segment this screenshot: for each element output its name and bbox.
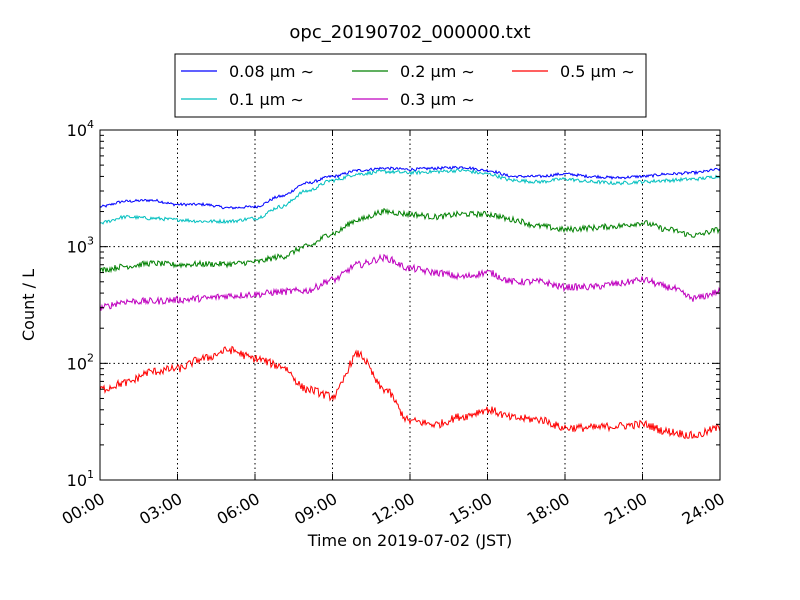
legend-label: 0.1 μm ∼ bbox=[229, 90, 304, 109]
legend-label: 0.2 μm ∼ bbox=[400, 62, 475, 81]
series-lines bbox=[99, 165, 721, 440]
series-line-1 bbox=[99, 168, 721, 225]
y-tick-label: 101 bbox=[67, 468, 94, 490]
y-tick-label: 102 bbox=[67, 351, 94, 373]
chart-title: opc_20190702_000000.txt bbox=[289, 22, 530, 43]
legend-label: 0.5 μm ∼ bbox=[560, 62, 635, 81]
legend-label: 0.3 μm ∼ bbox=[400, 90, 475, 109]
series-line-2 bbox=[99, 207, 721, 274]
y-tick-label: 103 bbox=[67, 235, 94, 257]
y-tick-label: 104 bbox=[67, 118, 94, 140]
x-axis-label: Time on 2019-07-02 (JST) bbox=[307, 531, 512, 550]
series-line-4 bbox=[99, 345, 721, 440]
legend: 0.08 μm ∼ 0.1 μm ∼ 0.2 μm ∼ 0.3 μm ∼ 0.5 μm … bbox=[174, 53, 647, 118]
legend-label: 0.08 μm ∼ bbox=[229, 62, 314, 81]
series-line-3 bbox=[99, 253, 721, 311]
series-line-0 bbox=[99, 165, 721, 210]
y-axis-label: Count / L bbox=[19, 269, 38, 341]
legend-box bbox=[174, 53, 647, 118]
